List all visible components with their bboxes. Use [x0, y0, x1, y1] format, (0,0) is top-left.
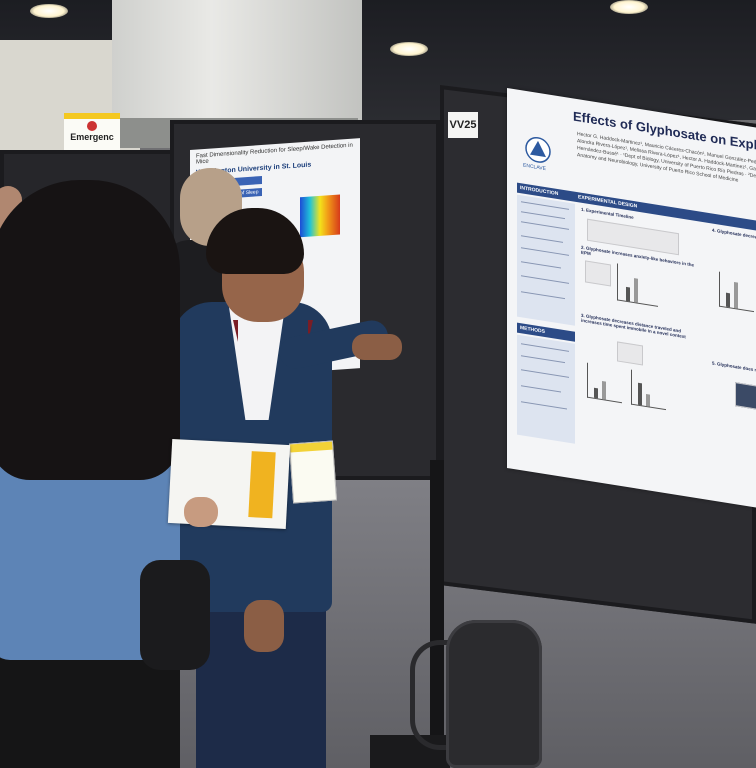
emergency-sign-text: Emergenc [70, 132, 114, 142]
backpack-strap [410, 640, 454, 750]
text-line [521, 385, 561, 393]
presenter-name-badge [288, 440, 338, 504]
poster-main: Effects of Glyphosate on Exploration Hec… [507, 88, 756, 511]
chart-bar [646, 394, 650, 407]
flyer-yellow-stripe [248, 451, 276, 519]
chart-bar [734, 281, 738, 309]
presenter-pointing-hand [352, 334, 402, 360]
poster-logo-icon [525, 137, 551, 163]
pillar [112, 0, 362, 130]
bar-chart-figure [587, 362, 622, 404]
poster-heatmap-figure [300, 194, 340, 238]
presenter-hair [206, 208, 304, 274]
presenter-hand [244, 600, 284, 652]
text-line [521, 401, 567, 410]
text-line [521, 369, 569, 378]
text-line [521, 235, 563, 243]
booth-number-label: VV25 [448, 112, 478, 138]
visitor-hand [184, 497, 218, 527]
chart-bar [626, 286, 630, 302]
bar-chart-figure [617, 263, 658, 307]
chart-bar [594, 387, 598, 399]
ceiling-light [610, 0, 648, 14]
open-field-figure [617, 341, 643, 366]
figure-caption: 5. Glyphosate does not affect [712, 360, 756, 375]
backpack [446, 620, 542, 768]
text-line [521, 211, 565, 220]
chart-bar [634, 278, 638, 303]
figure-caption: 3. Glyphosate decreases distance travele… [581, 312, 686, 340]
text-line [521, 355, 565, 364]
badge-stripe [290, 441, 333, 453]
text-line [521, 247, 569, 256]
ceiling-light [30, 4, 68, 18]
text-line [521, 261, 561, 269]
text-line [521, 291, 565, 300]
microscopy-figure [735, 382, 756, 412]
methods-text-block [517, 334, 575, 444]
emergency-exit-sign: Emergenc [64, 113, 120, 153]
introduction-text-block [517, 194, 575, 326]
ceiling-light [390, 42, 428, 56]
chart-bar [726, 292, 730, 308]
bar-chart-figure [631, 369, 666, 411]
maze-figure [585, 260, 611, 287]
text-line [521, 221, 569, 230]
text-line [521, 343, 569, 352]
chart-bar [602, 381, 606, 400]
visitor-hair [0, 180, 180, 480]
board-support-pole [430, 460, 444, 750]
text-line [521, 201, 569, 210]
bar-chart-figure [719, 271, 754, 313]
text-line [521, 275, 569, 284]
visitor-bag [140, 560, 210, 670]
chart-bar [638, 382, 642, 406]
emergency-icon [87, 121, 97, 131]
poster-logo-text: ENCLAVE [523, 162, 546, 173]
